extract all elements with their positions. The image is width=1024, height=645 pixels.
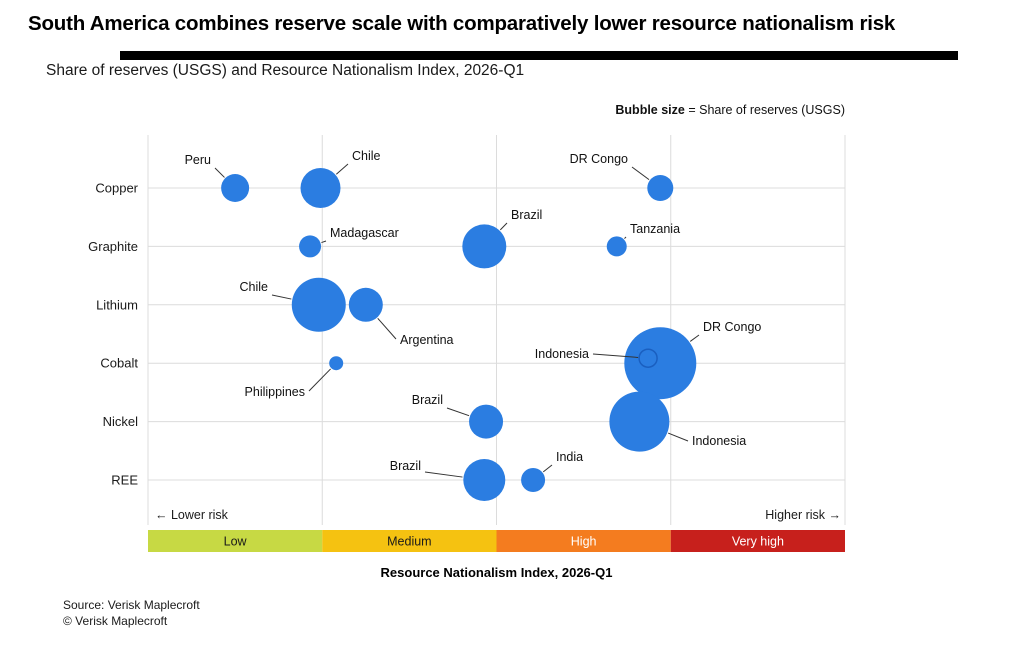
bubble-philippines-cobalt [329, 356, 344, 371]
source-note: Source: Verisk Maplecroft © Verisk Maple… [63, 597, 200, 629]
leader-line-brazil-nickel [446, 407, 470, 417]
bubble-label-tanzania-graphite: Tanzania [630, 222, 680, 236]
bubble-label-philippines-cobalt: Philippines [245, 385, 305, 399]
bubble-madagascar-graphite [299, 235, 322, 258]
bubble-brazil-ree [463, 459, 506, 501]
risk-zone-label-very-high: Very high [732, 535, 784, 549]
bubble-label-india-ree: India [556, 450, 583, 464]
y-axis-label-graphite: Graphite [88, 239, 138, 254]
leader-line-chile-lithium [271, 294, 292, 300]
bubble-label-peru-copper: Peru [185, 153, 211, 167]
leader-line-dr-congo-copper [631, 166, 650, 181]
leader-line-philippines-cobalt [308, 368, 331, 392]
leader-line-india-ree [542, 464, 553, 473]
leader-line-brazil-ree [424, 471, 463, 478]
bubble-label-brazil-graphite: Brazil [511, 208, 542, 222]
bubble-label-dr-congo-cobalt: DR Congo [703, 320, 761, 334]
risk-zone-low [148, 530, 323, 552]
leader-line-dr-congo-cobalt [689, 334, 700, 342]
y-axis-label-cobalt: Cobalt [100, 356, 138, 371]
bubble-size-legend-desc: = Share of reserves (USGS) [684, 103, 845, 117]
y-axis-label-nickel: Nickel [103, 414, 139, 429]
leader-line-peru-copper [214, 167, 225, 178]
risk-zone-medium [322, 530, 497, 552]
bubble-label-brazil-ree: Brazil [390, 459, 421, 473]
lower-risk-label: ← Lower risk [155, 508, 229, 522]
y-axis-label-copper: Copper [95, 181, 138, 196]
title-underline-bar [120, 51, 958, 60]
bubble-peru-copper [221, 174, 250, 202]
bubble-indonesia-nickel [609, 391, 670, 452]
leader-line-argentina-lithium [377, 317, 397, 340]
bubble-indonesia-cobalt [638, 348, 658, 368]
bubble-chile-lithium [291, 277, 346, 332]
bubble-label-dr-congo-copper: DR Congo [570, 152, 628, 166]
leader-line-brazil-graphite [499, 222, 508, 231]
y-axis-label-ree: REE [111, 473, 138, 488]
bubble-size-legend-term: Bubble size [615, 103, 685, 117]
x-axis-title: Resource Nationalism Index, 2026-Q1 [381, 565, 613, 580]
bubble-label-brazil-nickel: Brazil [412, 393, 443, 407]
bubble-tanzania-graphite [606, 236, 627, 257]
bubble-label-indonesia-cobalt: Indonesia [535, 347, 589, 361]
leader-line-madagascar-graphite [321, 240, 327, 244]
higher-risk-label: Higher risk → [765, 508, 841, 522]
bubble-size-legend: Bubble size = Share of reserves (USGS) [0, 103, 845, 117]
bubble-india-ree [521, 468, 546, 492]
bubble-label-indonesia-nickel: Indonesia [692, 434, 746, 448]
leader-line-tanzania-graphite [624, 236, 627, 239]
risk-zone-label-low: Low [224, 535, 248, 549]
risk-zone-very-high [670, 530, 845, 552]
bubble-brazil-nickel [469, 404, 504, 439]
chart-subtitle: Share of reserves (USGS) and Resource Na… [46, 62, 525, 79]
bubble-argentina-lithium [348, 287, 383, 322]
bubble-dr-congo-cobalt [624, 327, 697, 400]
y-axis-label-lithium: Lithium [96, 297, 138, 312]
bubble-label-chile-copper: Chile [352, 149, 381, 163]
bubble-label-chile-lithium: Chile [240, 280, 269, 294]
bubble-label-argentina-lithium: Argentina [400, 333, 454, 347]
source-line: Source: Verisk Maplecroft [63, 598, 200, 612]
chart-title: South America combines reserve scale wit… [28, 12, 896, 35]
leader-line-indonesia-nickel [667, 432, 689, 442]
copyright-line: © Verisk Maplecroft [63, 614, 168, 628]
bubble-dr-congo-copper [647, 175, 674, 201]
leader-line-chile-copper [335, 163, 349, 175]
bubble-chile-copper [300, 168, 341, 208]
bubble-chart: Copper Graphite Lithium Cobalt Nickel REE Low M… [88, 135, 846, 580]
leader-line-indonesia-cobalt [592, 353, 639, 358]
risk-zone-high [496, 530, 671, 552]
bubble-brazil-graphite [462, 224, 507, 269]
bubble-label-madagascar-graphite: Madagascar [330, 226, 399, 240]
risk-zone-label-medium: Medium [387, 535, 431, 549]
risk-zone-label-high: High [571, 535, 597, 549]
